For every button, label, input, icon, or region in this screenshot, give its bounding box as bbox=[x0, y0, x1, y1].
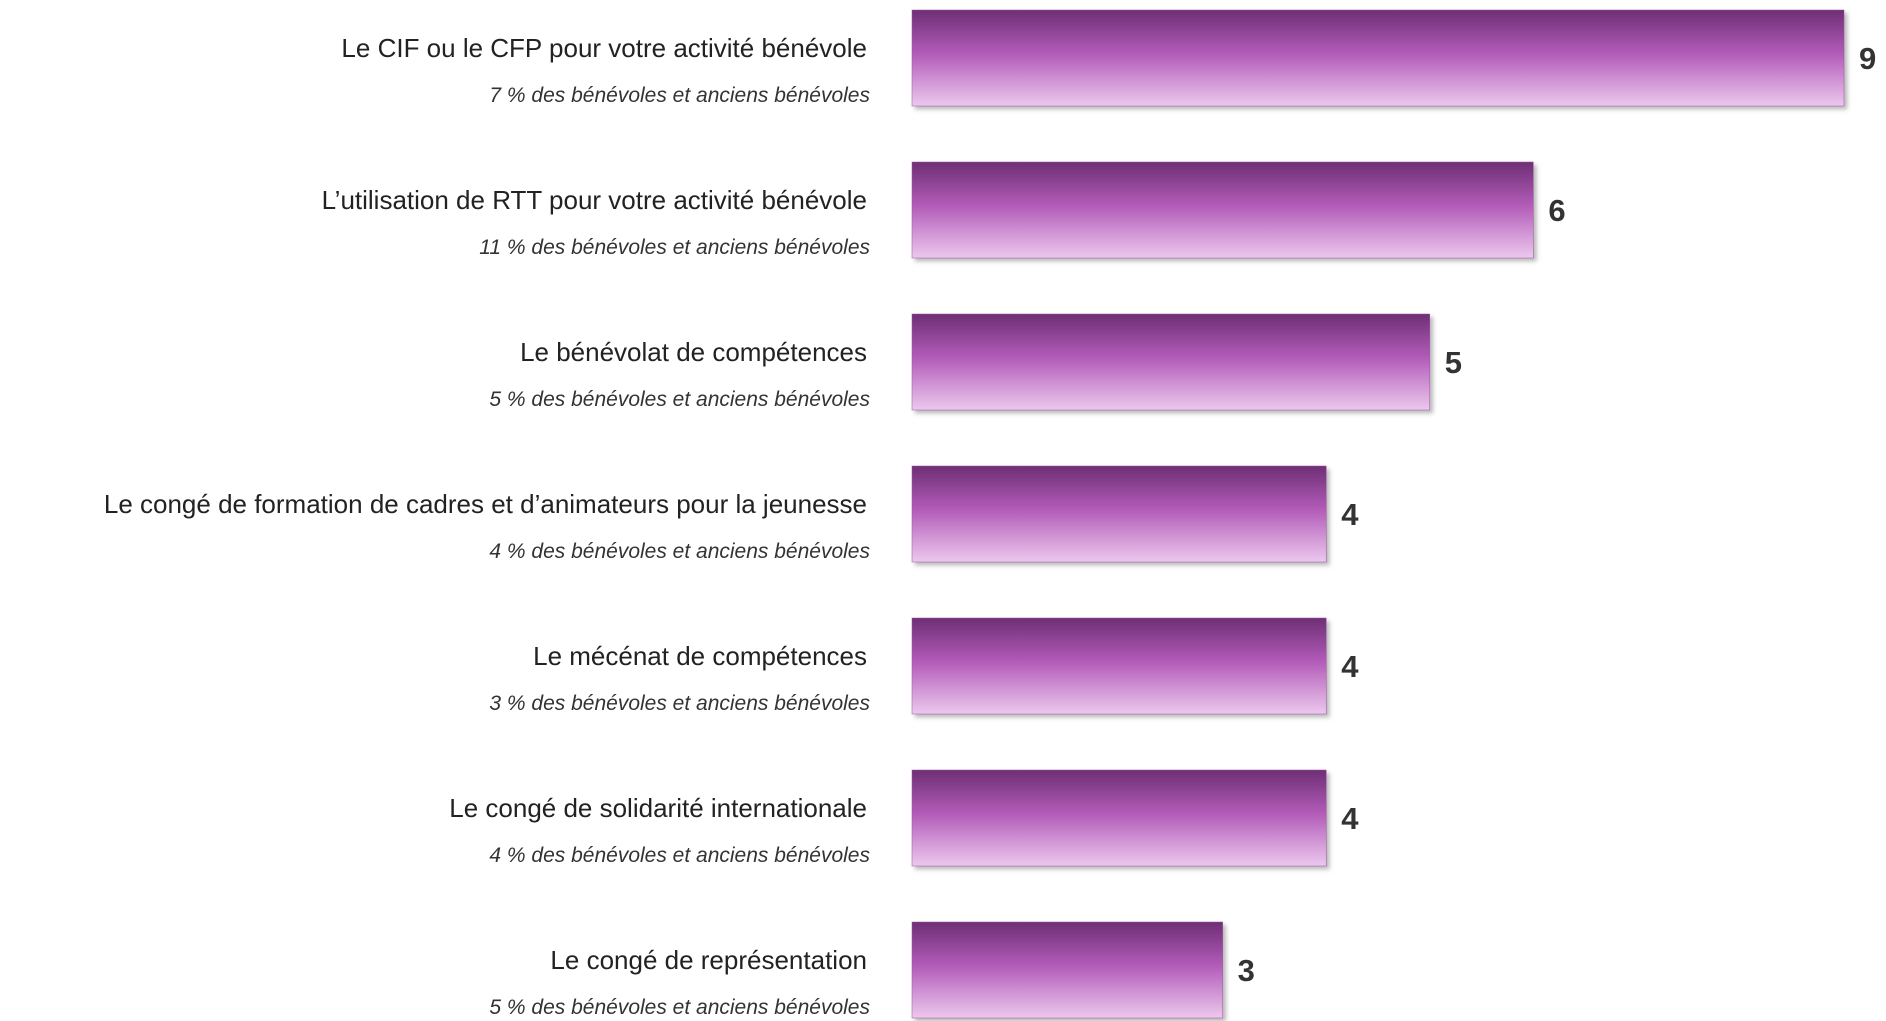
bar bbox=[911, 617, 1327, 715]
category-label: Le congé de représentation bbox=[550, 945, 867, 975]
category-subtitle: 4 % des bénévoles et anciens bénévoles bbox=[489, 540, 870, 563]
bar bbox=[911, 921, 1223, 1019]
value-label: 4 bbox=[1341, 497, 1359, 532]
category-label: Le CIF ou le CFP pour votre activité bén… bbox=[341, 33, 867, 63]
value-label: 4 bbox=[1341, 649, 1359, 684]
bar bbox=[911, 9, 1845, 107]
bar bbox=[911, 465, 1327, 563]
category-label: Le congé de solidarité internationale bbox=[449, 793, 867, 823]
category-subtitle: 4 % des bénévoles et anciens bénévoles bbox=[489, 844, 870, 867]
category-subtitle: 5 % des bénévoles et anciens bénévoles bbox=[489, 996, 870, 1019]
category-label: Le congé de formation de cadres et d’ani… bbox=[104, 489, 867, 519]
category-subtitle: 11 % des bénévoles et anciens bénévoles bbox=[479, 236, 870, 259]
value-label: 9 bbox=[1859, 41, 1876, 76]
category-label: Le bénévolat de compétences bbox=[520, 337, 867, 367]
value-label: 4 bbox=[1341, 801, 1359, 836]
bar bbox=[911, 161, 1534, 259]
category-subtitle: 7 % des bénévoles et anciens bénévoles bbox=[489, 84, 870, 107]
category-label: Le mécénat de compétences bbox=[533, 641, 867, 671]
value-label: 3 bbox=[1238, 953, 1255, 988]
category-subtitle: 5 % des bénévoles et anciens bénévoles bbox=[489, 388, 870, 411]
category-label: L’utilisation de RTT pour votre activité… bbox=[322, 185, 867, 215]
value-label: 5 bbox=[1445, 345, 1462, 380]
category-subtitle: 3 % des bénévoles et anciens bénévoles bbox=[489, 692, 870, 715]
bar bbox=[911, 769, 1327, 867]
bar bbox=[911, 313, 1431, 411]
value-label: 6 bbox=[1548, 193, 1565, 228]
